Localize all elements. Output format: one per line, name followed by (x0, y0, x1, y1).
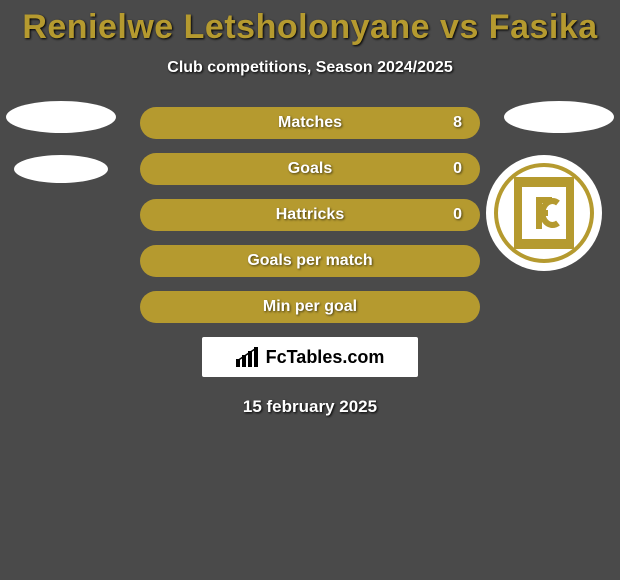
stat-row-goals-per-match: Goals per match (140, 245, 480, 277)
bar-chart-icon (236, 347, 260, 367)
right-placeholder-group (504, 101, 614, 133)
club-badge (486, 155, 602, 271)
comparison-card: Renielwe Letsholonyane vs Fasika Club co… (0, 0, 620, 580)
stat-row-matches: Matches 8 (140, 107, 480, 139)
stat-row-hattricks: Hattricks 0 (140, 199, 480, 231)
stat-row-min-per-goal: Min per goal (140, 291, 480, 323)
stat-value: 0 (453, 206, 462, 224)
stat-label: Goals (288, 160, 332, 178)
branding-text: FcTables.com (266, 347, 385, 368)
club-badge-icon (494, 163, 594, 263)
placeholder-ellipse (504, 101, 614, 133)
placeholder-ellipse (6, 101, 116, 133)
page-title: Renielwe Letsholonyane vs Fasika (22, 8, 597, 47)
stat-value: 0 (453, 160, 462, 178)
stat-label: Goals per match (247, 252, 372, 270)
subtitle: Club competitions, Season 2024/2025 (167, 59, 452, 77)
stat-value: 8 (453, 114, 462, 132)
stat-label: Hattricks (276, 206, 344, 224)
stat-row-goals: Goals 0 (140, 153, 480, 185)
date: 15 february 2025 (243, 397, 377, 417)
stat-label: Min per goal (263, 298, 357, 316)
stats-region: Matches 8 Goals 0 Hattricks 0 Goals per … (0, 107, 620, 323)
stat-label: Matches (278, 114, 342, 132)
branding-box: FcTables.com (202, 337, 418, 377)
placeholder-ellipse (14, 155, 108, 183)
left-placeholder-group (6, 101, 116, 183)
